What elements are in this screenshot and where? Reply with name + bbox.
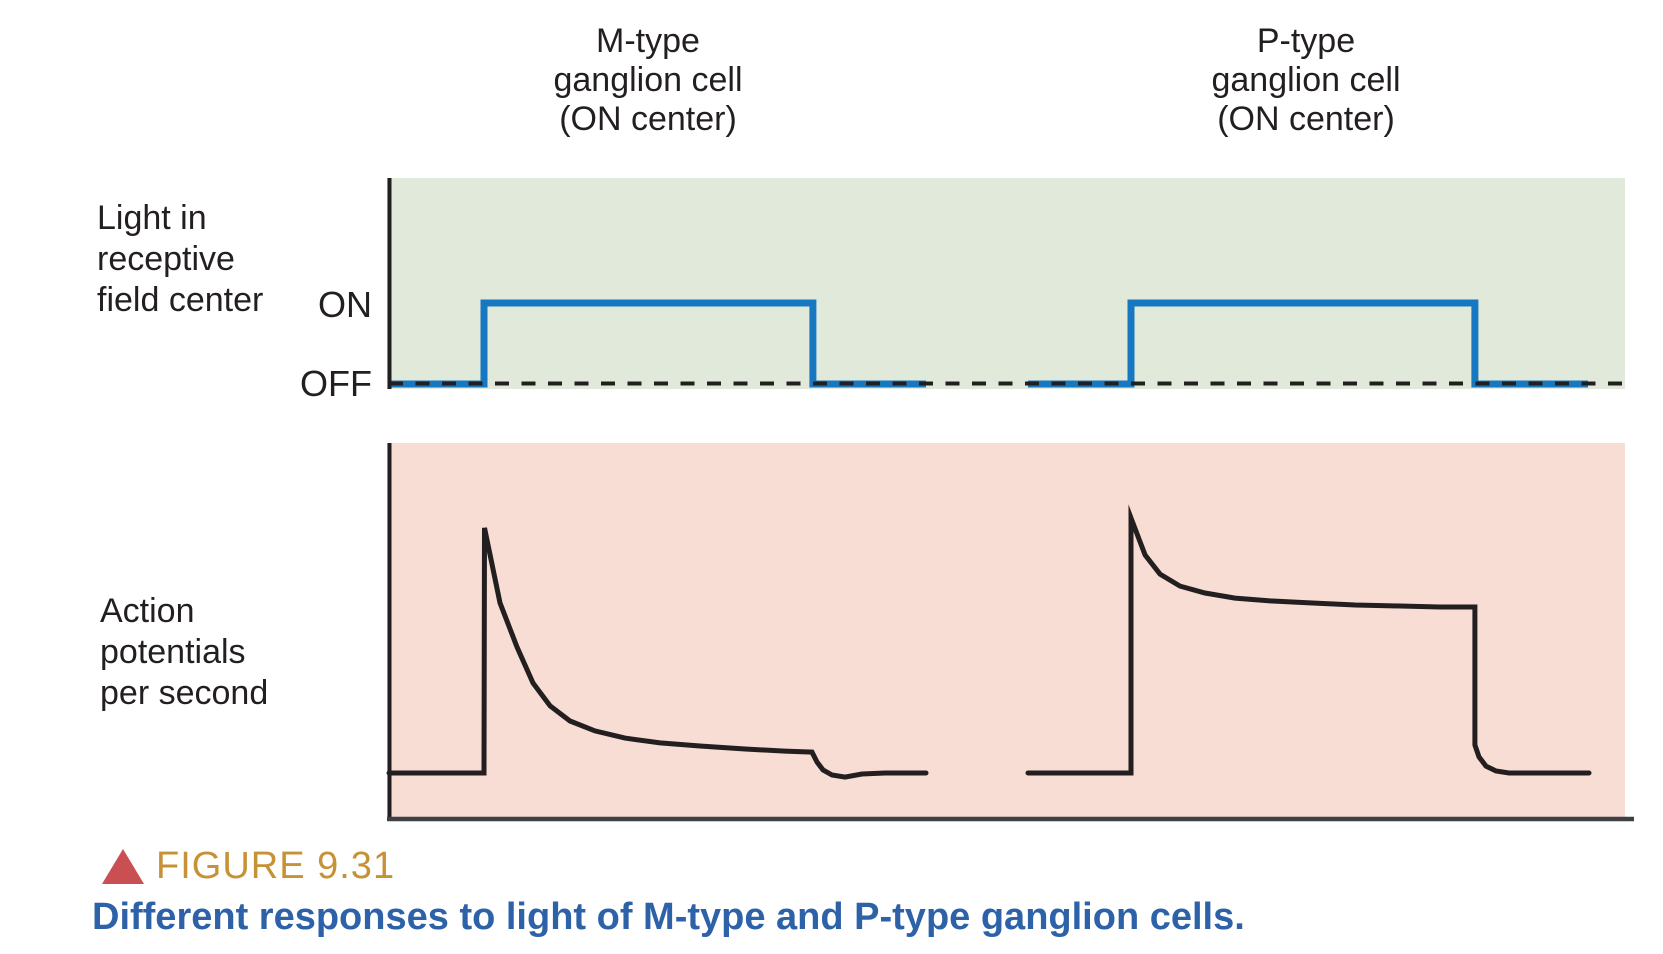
column-title-p-line1: P-type <box>1256 22 1356 60</box>
column-title-m-line1: M-type <box>596 22 700 60</box>
off-level-label: OFF <box>300 363 372 404</box>
response-row-label: Action potentials per second <box>100 591 268 714</box>
response-row-label-line3: per second <box>100 674 269 712</box>
column-title-p-line2: ganglion cell <box>1211 61 1401 99</box>
response-row-label-line2: potentials <box>100 633 246 671</box>
figure-marker-triangle-icon <box>102 849 144 884</box>
stimulus-row-label-line2: receptive <box>97 240 235 278</box>
m-response-trace <box>386 527 929 780</box>
column-title-p-line3: (ON center) <box>1217 100 1395 138</box>
column-title-m-line3: (ON center) <box>559 100 737 138</box>
figure-number-label: FIGURE 9.31 <box>156 845 396 887</box>
m-stimulus-trace <box>389 299 926 388</box>
stimulus-row-label-line3: field center <box>97 281 264 319</box>
column-title-m-line2: ganglion cell <box>553 61 743 99</box>
stimulus-panel <box>387 178 1625 389</box>
column-title-m-type: M-type ganglion cell (ON center) <box>438 22 858 139</box>
stimulus-row-label: Light in receptive field center <box>97 198 263 321</box>
stimulus-row-label-line1: Light in <box>97 199 207 237</box>
p-response-trace <box>1025 504 1592 776</box>
response-row-label-line1: Action <box>100 592 195 630</box>
on-level-label: ON <box>318 284 372 325</box>
column-title-p-type: P-type ganglion cell (ON center) <box>1096 22 1516 139</box>
figure-caption: Different responses to light of M-type a… <box>92 896 1245 938</box>
response-panel <box>387 443 1625 817</box>
